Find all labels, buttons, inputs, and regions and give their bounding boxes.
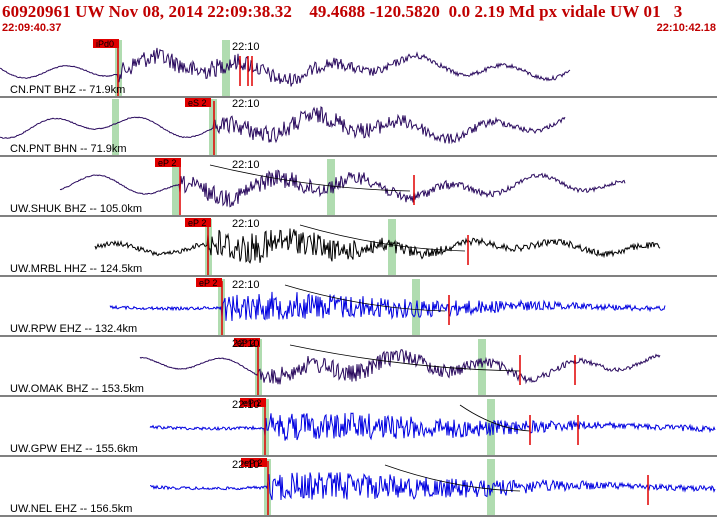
waveform <box>0 47 571 87</box>
waveform <box>0 106 566 145</box>
pick-label: eP 2 <box>188 218 206 228</box>
pick-label: iPd0 <box>96 39 114 49</box>
pick-label: eP 2 <box>237 338 255 348</box>
coda-marker <box>112 99 119 155</box>
coda-marker <box>172 159 179 215</box>
pick-box[interactable] <box>234 338 260 347</box>
minute-label: 22:10 <box>232 159 260 171</box>
pick-box[interactable] <box>185 98 211 107</box>
trace-row[interactable]: iPd0 22:10 CN.PNT BHZ -- 71.9km <box>0 39 717 98</box>
event-title: 60920961 UW Nov 08, 2014 22:09:38.32 49.… <box>2 2 683 21</box>
trace-row[interactable]: eP 222:10 UW.OMAK BHZ -- 153.5km <box>0 338 717 397</box>
station-label: UW.MRBL HHZ -- 124.5km <box>10 263 142 275</box>
station-label: CN.PNT BHN -- 71.9km <box>10 143 127 155</box>
minute-label: 22:10 <box>232 459 260 471</box>
waveform <box>59 169 626 208</box>
waveform <box>139 349 661 385</box>
station-label: UW.SHUK BHZ -- 105.0km <box>10 203 142 215</box>
minute-label: 22:10 <box>232 399 260 411</box>
coda-curve <box>284 284 446 312</box>
pick-box[interactable] <box>93 39 119 48</box>
coda-curve <box>209 164 411 192</box>
trace-row[interactable]: eP 222:10 UW.GPW EHZ -- 155.6km <box>0 398 717 457</box>
waveform <box>94 228 661 264</box>
trace-row[interactable]: eS 2 22:10 CN.PNT BHN -- 71.9km <box>0 98 717 157</box>
pick-box[interactable] <box>240 398 266 407</box>
pick-box[interactable] <box>155 158 181 167</box>
station-label: UW.NEL EHZ -- 156.5km <box>10 503 132 515</box>
pick-label: eP 2 <box>243 398 261 408</box>
minute-label: 22:10 <box>232 338 260 350</box>
header-bar: 60920961 UW Nov 08, 2014 22:09:38.32 49.… <box>0 0 717 38</box>
pick-label: eP 2 <box>158 158 176 168</box>
pick-box[interactable] <box>196 278 222 287</box>
coda-curve <box>459 404 531 432</box>
minute-label: 22:10 <box>232 41 260 53</box>
pick-label: eP 2 <box>244 458 262 468</box>
trace-row[interactable]: eP 2 22:10 UW.MRBL HHZ -- 124.5km <box>0 218 717 277</box>
minute-label: 22:10 <box>232 98 260 110</box>
coda-curve <box>289 344 521 372</box>
station-label: CN.PNT BHZ -- 71.9km <box>10 84 125 96</box>
coda-curve <box>384 464 521 492</box>
waveform <box>149 472 716 501</box>
station-label: UW.OMAK BHZ -- 153.5km <box>10 383 144 395</box>
waveform <box>109 291 666 322</box>
trace-row[interactable]: eP 2 22:10 UW.RPW EHZ -- 132.4km <box>0 278 717 337</box>
trace-row[interactable]: eP 222:10 UW.NEL EHZ -- 156.5km <box>0 458 717 517</box>
coda-marker <box>487 459 495 515</box>
start-time: 22:09:40.37 <box>2 22 62 34</box>
minute-label: 22:10 <box>232 279 260 291</box>
trace-row[interactable]: eP 2 22:10 UW.SHUK BHZ -- 105.0km <box>0 158 717 217</box>
pick-label: eP 2 <box>199 278 217 288</box>
pick-box[interactable] <box>241 458 267 467</box>
waveform <box>149 412 716 441</box>
minute-label: 22:10 <box>232 218 260 230</box>
end-time: 22:10:42.18 <box>656 22 716 34</box>
pick-label: eS 2 <box>188 98 207 108</box>
pick-box[interactable] <box>185 218 211 227</box>
station-label: UW.GPW EHZ -- 155.6km <box>10 443 138 455</box>
station-label: UW.RPW EHZ -- 132.4km <box>10 323 137 335</box>
coda-curve <box>299 224 466 252</box>
